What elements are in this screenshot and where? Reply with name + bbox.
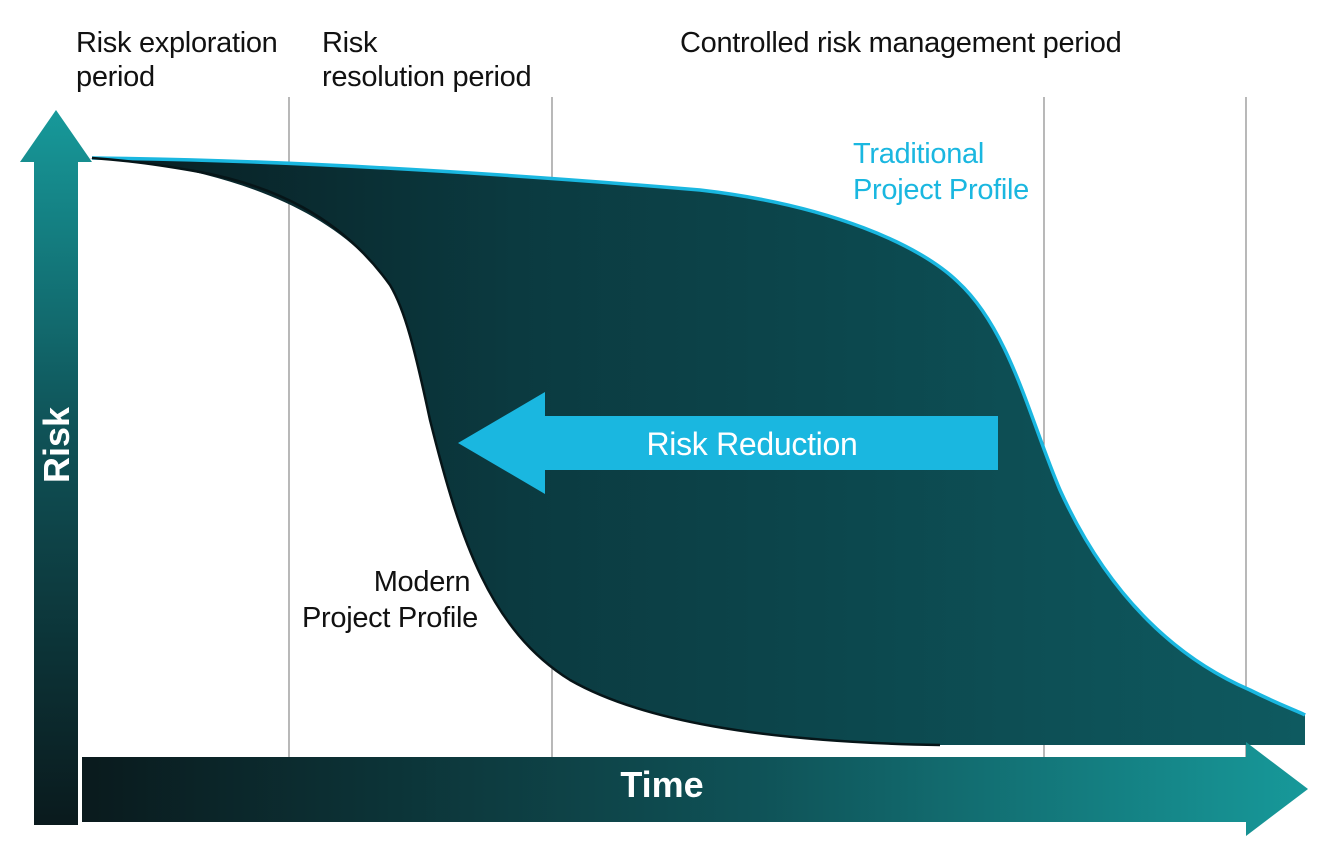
- y-axis-label: Risk: [36, 406, 77, 483]
- traditional-profile-label-line1: Traditional: [853, 138, 984, 170]
- traditional-profile-label-line2: Project Profile: [853, 174, 1029, 206]
- phase-label-resolution-line1: Risk: [322, 27, 378, 59]
- modern-profile-label-line1: Modern: [374, 566, 471, 598]
- risk-reduction-arrow-shape: [458, 392, 998, 494]
- phase-label-controlled: Controlled risk management period: [680, 27, 1121, 59]
- y-axis-arrow: [20, 110, 92, 825]
- y-axis: Risk: [20, 110, 92, 825]
- traditional-profile-curve: [91, 156, 1306, 717]
- phase-label-exploration-line1: Risk exploration: [76, 27, 278, 59]
- x-axis: Time: [82, 742, 1308, 836]
- risk-reduction-arrow: Risk Reduction: [458, 392, 998, 494]
- phase-label-resolution-line2: resolution period: [322, 61, 531, 93]
- risk-reduction-label: Risk Reduction: [646, 426, 857, 462]
- phase-label-exploration-line2: period: [76, 61, 155, 93]
- phase-label-exploration: Risk exploration period: [76, 27, 285, 93]
- modern-profile-curve: [91, 156, 941, 747]
- modern-profile-label-line2: Project Profile: [302, 602, 478, 634]
- modern-profile-label: Modern Project Profile: [302, 566, 478, 634]
- x-axis-label: Time: [620, 764, 703, 805]
- traditional-profile-label: Traditional Project Profile: [853, 138, 1029, 206]
- phase-label-controlled-line1: Controlled risk management period: [680, 27, 1121, 59]
- phase-label-resolution: Risk resolution period: [322, 27, 531, 93]
- phase-labels: Risk exploration period Risk resolution …: [76, 27, 1122, 93]
- x-axis-arrow: [82, 742, 1308, 836]
